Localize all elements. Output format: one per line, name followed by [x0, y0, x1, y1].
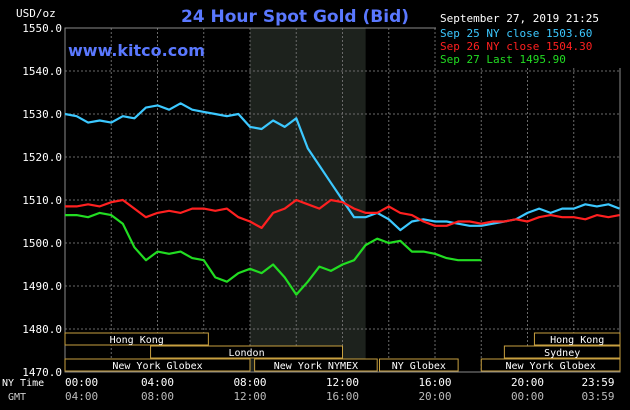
session-label: New York NYMEX — [274, 361, 358, 372]
legend-item-sep25: Sep 25 NY close 1503.60 — [440, 27, 592, 40]
x-tick-label-ny: 20:00 — [511, 376, 544, 389]
x-tick-label-gmt: 03:59 — [581, 390, 614, 403]
session-bar — [64, 358, 251, 372]
x-tick-label-gmt: 08:00 — [141, 390, 174, 403]
session-label: Sydney — [544, 348, 580, 359]
plot-border — [64, 27, 621, 373]
series-line-sep-27 — [65, 211, 482, 296]
chart-title: 24 Hour Spot Gold (Bid) — [181, 7, 409, 27]
series-line-sep-25 — [64, 102, 620, 232]
x-tick-label-gmt: 04:00 — [65, 390, 98, 403]
y-tick-label: 1500.0 — [22, 237, 62, 250]
session-label: New York Globex — [112, 361, 202, 372]
x-tick-label-gmt: 16:00 — [326, 390, 359, 403]
x-tick-label-gmt: 20:00 — [418, 390, 451, 403]
kitco-watermark: www.kitco.com — [68, 41, 205, 60]
ny-time-row-label: NY Time — [2, 378, 44, 389]
x-tick-label-ny: 12:00 — [326, 376, 359, 389]
series-line-sep-26 — [65, 198, 620, 229]
session-bar — [254, 358, 378, 372]
session-bar — [64, 332, 209, 346]
trading-hours-shade — [250, 28, 366, 372]
x-tick-label-ny: 08:00 — [233, 376, 266, 389]
y-tick-label: 1520.0 — [22, 151, 62, 164]
session-label: NY Globex — [392, 361, 446, 372]
x-tick-label-gmt: 00:00 — [511, 390, 544, 403]
y-tick-label: 1470.0 — [22, 366, 62, 379]
y-tick-label: 1530.0 — [22, 108, 62, 121]
x-tick-label-ny: 00:00 — [65, 376, 98, 389]
x-tick-label-ny: 16:00 — [418, 376, 451, 389]
legend-item-sep27: Sep 27 Last 1495.90 — [440, 53, 566, 66]
y-tick-label: 1480.0 — [22, 323, 62, 336]
session-bar — [480, 358, 621, 372]
x-tick-label-ny: 23:59 — [581, 376, 614, 389]
y-axis-unit-label: USD/oz — [16, 7, 56, 20]
y-tick-label: 1490.0 — [22, 280, 62, 293]
session-bar — [379, 358, 459, 372]
session-label: New York Globex — [505, 361, 595, 372]
y-tick-label: 1540.0 — [22, 65, 62, 78]
y-tick-label: 1550.0 — [22, 22, 62, 35]
session-bar — [533, 332, 621, 346]
y-tick-label: 1510.0 — [22, 194, 62, 207]
x-tick-label-ny: 04:00 — [141, 376, 174, 389]
legend-item-sep26: Sep 26 NY close 1504.30 — [440, 40, 592, 53]
session-label: London — [228, 348, 264, 359]
session-bar — [150, 345, 343, 359]
session-label: Hong Kong — [110, 335, 164, 346]
legend-box — [436, 25, 622, 68]
session-label: Hong Kong — [550, 335, 604, 346]
legend: Sep 25 NY close 1503.60 Sep 26 NY close … — [436, 25, 622, 68]
gmt-row-label: GMT — [8, 392, 26, 403]
session-bar — [503, 345, 621, 359]
chart-timestamp: September 27, 2019 21:25 — [440, 12, 599, 25]
x-tick-label-gmt: 12:00 — [233, 390, 266, 403]
